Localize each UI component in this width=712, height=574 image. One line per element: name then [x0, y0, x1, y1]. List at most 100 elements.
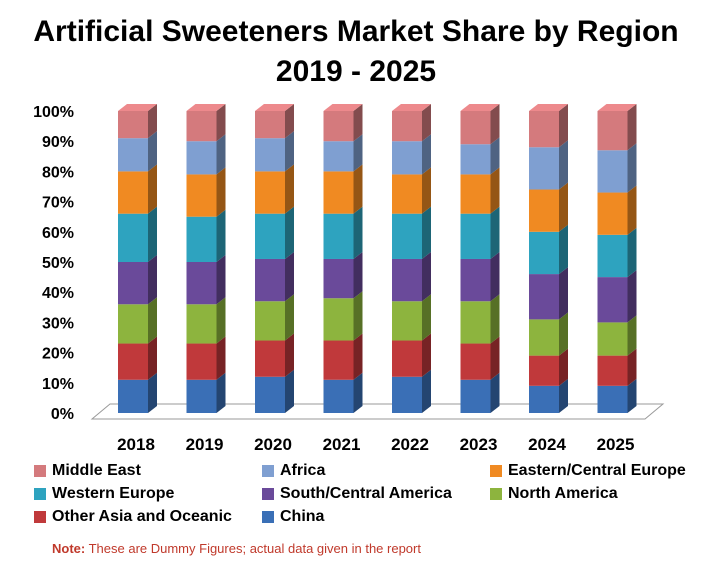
bar-segment: [392, 258, 422, 302]
bar-segment-side: [353, 134, 363, 172]
bar-segment: [460, 111, 491, 145]
bar-segment-side: [216, 372, 226, 413]
bar-segment: [186, 141, 217, 175]
bar-segment-side: [285, 131, 294, 172]
bar-segment-side: [216, 104, 226, 142]
bar-segment-side: [216, 255, 226, 305]
bar-segment: [118, 304, 148, 344]
bar-top: [255, 104, 294, 111]
bar-segment-side: [627, 143, 637, 193]
bar-segment: [460, 258, 491, 302]
bar-top: [392, 104, 431, 111]
y-tick-label: 90%: [42, 134, 74, 151]
bar-segment-side: [627, 104, 637, 151]
bar-segment-side: [559, 267, 568, 320]
bar-segment-side: [490, 104, 500, 145]
bar-top: [529, 104, 568, 111]
legend-swatch: [34, 465, 46, 477]
footnote-label: Note:: [52, 541, 86, 556]
bar-segment: [255, 340, 285, 377]
bar-segment: [597, 192, 628, 235]
bar-segment: [186, 304, 217, 344]
bar-segment-side: [285, 369, 294, 413]
bar-segment: [392, 301, 422, 341]
legend-label: South/Central America: [280, 485, 452, 502]
y-tick-label: 80%: [42, 164, 74, 181]
bar-segment: [529, 147, 559, 190]
bar-segment-side: [285, 251, 294, 302]
bar-segment-side: [422, 369, 431, 413]
bar-segment-side: [490, 167, 500, 214]
y-tick-label: 10%: [42, 376, 74, 393]
x-tick-label: 2025: [597, 435, 635, 454]
bar-segment-side: [559, 348, 568, 386]
x-tick-label: 2021: [323, 435, 361, 454]
bar-segment: [392, 340, 422, 377]
bar-segment-side: [353, 206, 363, 259]
bar-segment: [186, 216, 217, 262]
bar-segment: [529, 189, 559, 232]
footnote-text: These are Dummy Figures; actual data giv…: [85, 541, 421, 556]
bar-segment-side: [353, 164, 363, 214]
bar-segment-side: [422, 167, 431, 214]
legend-swatch: [262, 465, 274, 477]
y-tick-label: 50%: [42, 255, 74, 272]
legend-swatch: [490, 465, 502, 477]
bar-segment: [529, 355, 559, 386]
legend-item: Western Europe: [34, 485, 174, 503]
bar-segment-side: [285, 164, 294, 214]
bar-segment-side: [422, 294, 431, 341]
bar-segment-side: [627, 348, 637, 386]
legend-label: Africa: [280, 462, 326, 479]
bar-segment: [118, 262, 148, 305]
bar-segment-side: [216, 297, 226, 344]
bar-segment: [323, 298, 354, 341]
bar-segment-side: [148, 372, 157, 413]
bar-segment: [392, 111, 422, 142]
bar-segment-side: [353, 372, 363, 413]
bar-segment-side: [285, 206, 294, 259]
bar-segment: [323, 258, 354, 299]
bar-segment: [597, 150, 628, 193]
bar-segment: [392, 376, 422, 413]
bar-segment: [323, 141, 354, 172]
bar-segment: [118, 379, 148, 413]
bar-segment-side: [559, 378, 568, 413]
legend-item: South/Central America: [262, 485, 452, 503]
x-tick-label: 2022: [391, 435, 429, 454]
bar-segment-side: [490, 294, 500, 344]
bar-segment: [118, 171, 148, 214]
bar-segment-side: [148, 336, 157, 380]
bar-segment: [597, 322, 628, 356]
bar-segment: [392, 174, 422, 214]
bar-segment-side: [627, 270, 637, 323]
bar-segment: [186, 262, 217, 305]
bar-segment-side: [490, 251, 500, 302]
bar-segment: [460, 144, 491, 175]
bar-segment: [118, 343, 148, 380]
legend-item: North America: [490, 485, 618, 503]
bar-segment-side: [559, 104, 568, 148]
bar-segment-side: [285, 104, 294, 139]
x-tick-label: 2020: [254, 435, 292, 454]
bar-segment: [597, 385, 628, 413]
bar-segment: [186, 343, 217, 380]
bar-segment: [323, 111, 354, 142]
bar-segment-side: [353, 104, 363, 142]
chart-title-line-2: 2019 - 2025: [275, 55, 437, 88]
bar-segment: [255, 213, 285, 259]
legend-item: Eastern/Central Europe: [490, 462, 686, 480]
bar-segment-side: [422, 251, 431, 302]
bar-segment: [529, 231, 559, 275]
bar-segment-side: [559, 140, 568, 190]
bar-segment-side: [148, 206, 157, 262]
y-tick-label: 60%: [42, 225, 74, 242]
bar-segment: [529, 319, 559, 356]
legend-label: Middle East: [52, 462, 141, 479]
legend-label: North America: [508, 485, 618, 502]
bar-segment-side: [216, 209, 226, 262]
bar-segment-side: [148, 131, 157, 172]
bar-segment-side: [627, 227, 637, 278]
bar-segment: [255, 138, 285, 172]
